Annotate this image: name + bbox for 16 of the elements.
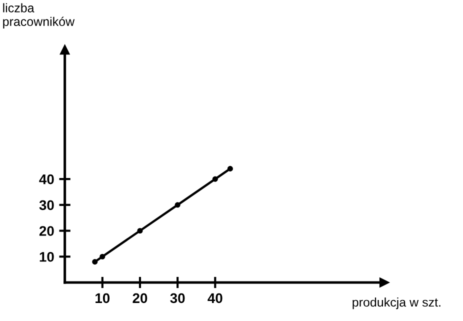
x-tick-label: 20 bbox=[132, 293, 148, 304]
point bbox=[174, 202, 180, 208]
y-axis-title: liczba pracowników bbox=[3, 3, 75, 28]
x-tick-label: 30 bbox=[170, 293, 185, 304]
y-tick-label: 40 bbox=[39, 174, 54, 184]
x-axis-title: produkcja w szt. bbox=[352, 297, 440, 310]
point bbox=[137, 228, 143, 234]
y-tick-label: 20 bbox=[39, 226, 54, 236]
point bbox=[212, 176, 218, 182]
point bbox=[227, 166, 233, 172]
x-tick-label: 10 bbox=[96, 293, 110, 304]
point bbox=[92, 259, 98, 265]
point bbox=[100, 254, 106, 260]
y-tick-label: 10 bbox=[40, 252, 54, 262]
y-tick-label: 30 bbox=[39, 200, 54, 210]
x-tick-label: 40 bbox=[208, 293, 222, 304]
